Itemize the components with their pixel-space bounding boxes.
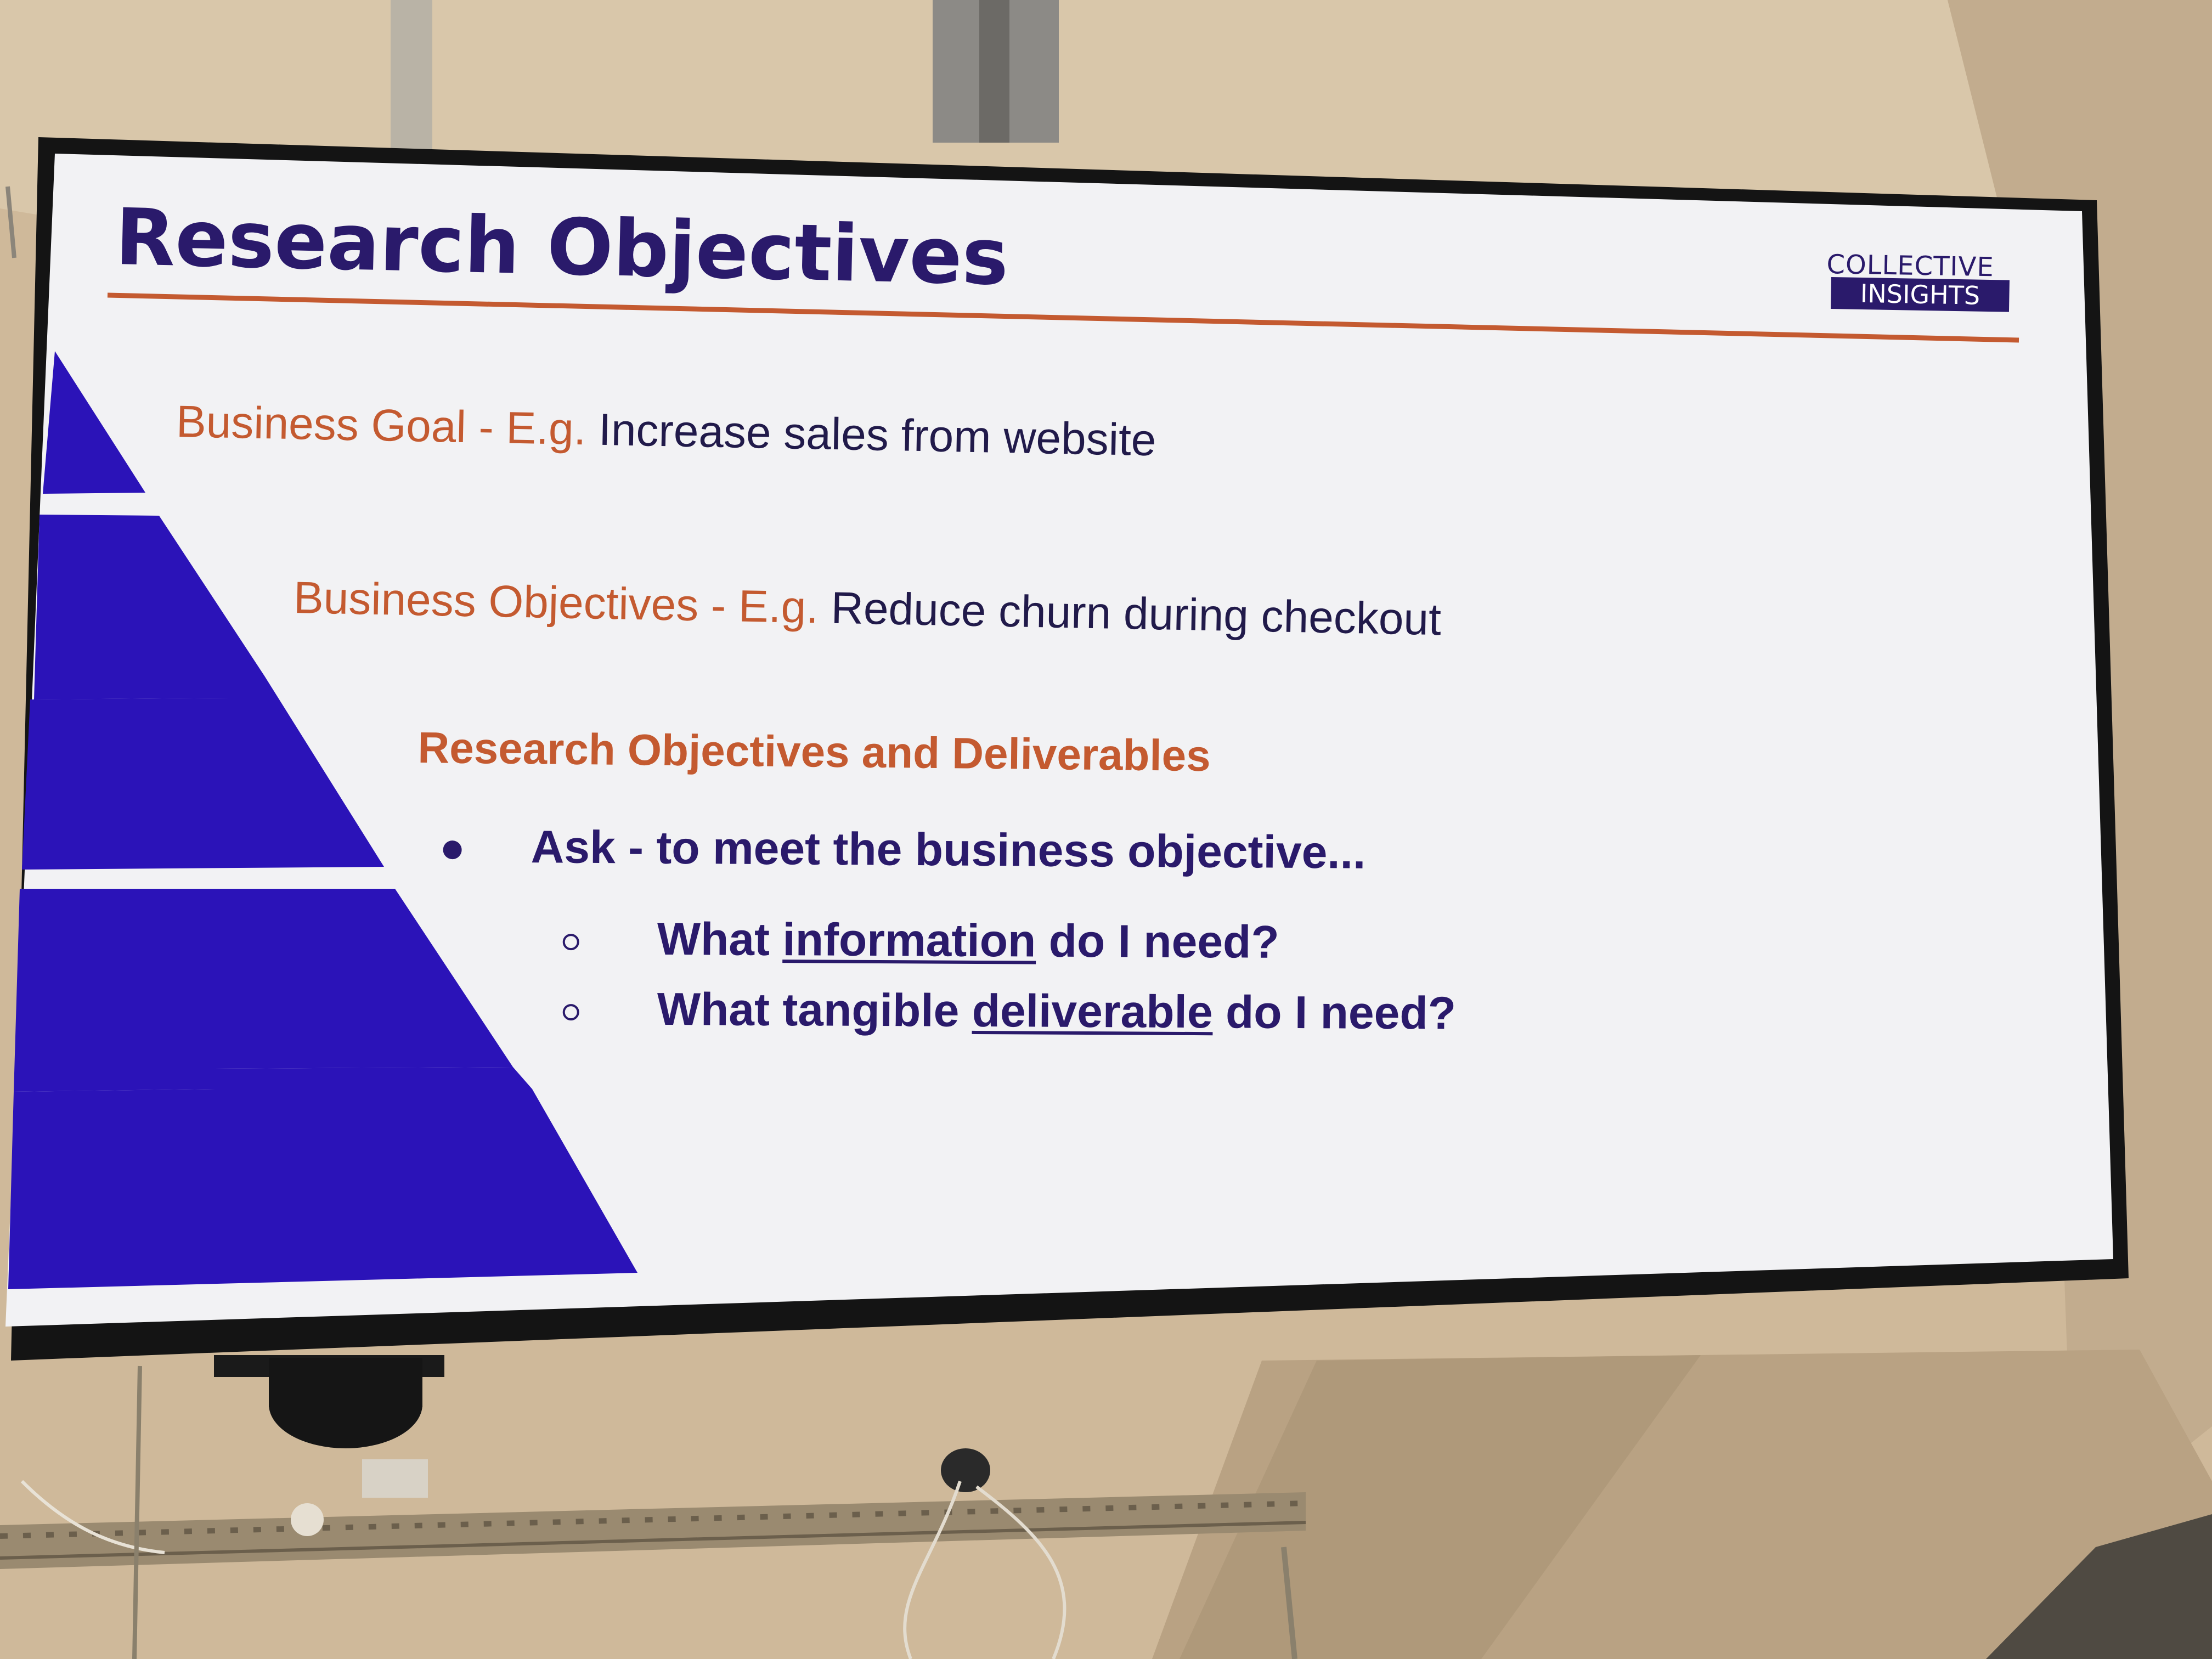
bullet-dot-icon (443, 840, 462, 860)
pyramid-tier-2 (34, 515, 264, 699)
pyramid-tier-5 (8, 1067, 637, 1289)
ceiling-fixture (291, 1503, 324, 1536)
business-goal-text: Increase sales from website (598, 404, 1157, 466)
pyramid-tier-3 (22, 676, 384, 870)
business-goal-line: Business Goal - E.g. Increase sales from… (176, 396, 1156, 466)
slide-background (5, 154, 2113, 1327)
bullet-item: Ask - to meet the business objective... (443, 820, 1366, 879)
sub-bullet-after: do I need? (1048, 915, 1279, 968)
pyramid-tier-1 (43, 351, 145, 494)
sub-bullet-after: do I need? (1225, 986, 1457, 1039)
ceiling-pipe (391, 0, 432, 154)
brand-logo-line2: INSIGHTS (1830, 277, 2010, 312)
business-objectives-label: Business Objectives - E.g. (293, 572, 819, 633)
slide-title: Research Objectives (114, 192, 1010, 303)
hollow-circle-icon (562, 1003, 579, 1020)
pyramid-tier-4 (14, 889, 513, 1092)
smoke-detector (941, 1448, 990, 1492)
sub-bullet-item: What information do I need? (562, 912, 1279, 969)
business-goal-label: Business Goal - E.g. (176, 396, 587, 455)
hollow-circle-icon (562, 933, 579, 950)
sub-bullet-emphasis: information (782, 913, 1036, 967)
business-objectives-line: Business Objectives - E.g. Reduce churn … (293, 572, 1442, 646)
sub-bullet-item: What tangible deliverable do I need? (562, 982, 1456, 1040)
sub-bullet-before: What (657, 912, 770, 965)
section-heading: Research Objectives and Deliverables (417, 723, 1211, 781)
title-underline (107, 292, 2019, 343)
business-objectives-text: Reduce churn during checkout (830, 583, 1442, 645)
sub-bullet-emphasis: deliverable (972, 984, 1213, 1038)
bullet-text: Ask - to meet the business objective... (531, 821, 1366, 878)
ceiling-rail (1986, 1514, 2212, 1659)
wall-socket (362, 1459, 428, 1498)
sub-bullet-before: What tangible (657, 983, 960, 1036)
